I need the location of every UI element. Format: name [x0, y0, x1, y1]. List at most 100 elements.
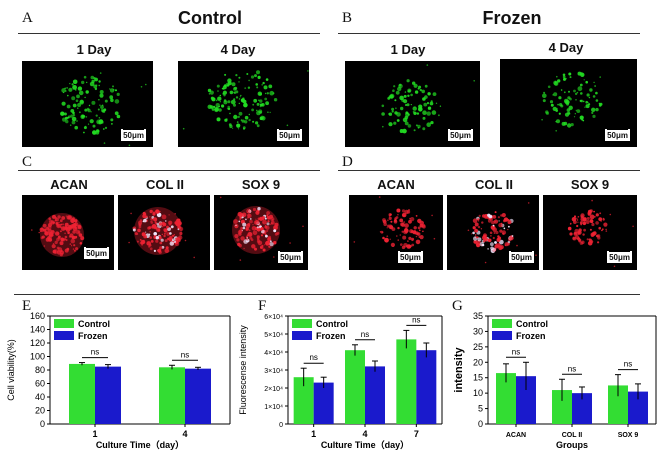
x-tick-label: 4	[362, 429, 367, 439]
y-tick-label: 25	[473, 342, 483, 352]
significance-label: ns	[568, 364, 576, 373]
y-tick-label: 0	[279, 422, 283, 429]
panel-d-col2-label: COL II	[474, 177, 514, 192]
charts-rule	[14, 294, 640, 295]
scale-label: 50μm	[607, 131, 628, 140]
scale-bar: 50μm	[604, 128, 631, 142]
legend-label-control: Control	[516, 319, 548, 329]
panel-letter-e: E	[22, 298, 32, 314]
fluorescence-intensity-chart: 0 1×10⁴ 2×10⁴ 3×10⁴ 4×10⁴ 5×10⁴ 6×10⁴ ns 1 ns 4 ns 7…	[236, 296, 446, 461]
y-tick-label: 35	[473, 311, 483, 321]
scale-label: 50μm	[280, 253, 301, 262]
x-tick-label: 4	[182, 429, 187, 439]
scale-bar: 50μm	[606, 250, 633, 264]
bar-frozen	[572, 393, 592, 424]
scale-label: 50μm	[123, 131, 144, 140]
significance-label: ns	[361, 330, 369, 339]
y-axis-label: intensity	[453, 347, 465, 393]
panel-letter-g: G	[452, 298, 463, 314]
panel-a-rule	[18, 33, 320, 34]
y-tick-label: 6×10⁴	[264, 314, 283, 321]
panel-c-col2-label: COL II	[145, 177, 185, 192]
bar-frozen	[185, 368, 211, 424]
x-tick-label: ACAN	[506, 432, 526, 439]
bar-control	[496, 373, 516, 424]
scale-line	[123, 128, 144, 130]
bar-control	[396, 339, 417, 424]
bar-frozen	[95, 366, 121, 424]
frozen-day1-micrograph: 50μm	[345, 61, 480, 147]
y-tick-label: 140	[30, 325, 45, 335]
bar-control	[69, 363, 95, 424]
bar-frozen	[313, 382, 334, 424]
scale-line	[279, 128, 300, 130]
legend-label-frozen: Frozen	[316, 331, 346, 341]
scale-bar: 50μm	[83, 246, 110, 260]
y-tick-label: 0	[40, 419, 45, 429]
y-axis-label: Fluorescense intensity	[238, 325, 248, 415]
panel-letter-f: F	[258, 298, 267, 314]
scale-bar: 50μm	[397, 250, 424, 264]
y-axis-label: Cell viability(%)	[6, 339, 16, 401]
scale-label: 50μm	[86, 249, 107, 258]
bar-control	[293, 377, 314, 424]
bar-control	[345, 350, 365, 424]
scale-label: 50μm	[400, 253, 421, 262]
legend-swatch-frozen	[54, 331, 74, 340]
y-tick-label: 30	[473, 326, 483, 336]
panel-letter-a: A	[22, 10, 33, 26]
y-tick-label: 20	[473, 357, 483, 367]
y-tick-label: 5	[478, 404, 483, 414]
bar-frozen	[516, 376, 536, 424]
legend-label-control: Control	[316, 319, 348, 329]
scale-line	[86, 246, 107, 248]
significance-label: ns	[181, 350, 189, 359]
y-tick-label: 120	[30, 338, 45, 348]
y-tick-label: 4×10⁴	[264, 350, 283, 357]
panel-a-day4-label: 4 Day	[220, 42, 256, 57]
x-tick-label: 1	[92, 429, 97, 439]
significance-label: ns	[624, 360, 632, 369]
panel-d-acan-label: ACAN	[377, 177, 415, 192]
control-col2-micrograph	[118, 195, 210, 270]
frozen-col2-micrograph: 50μm	[447, 195, 539, 270]
significance-label: ns	[309, 353, 317, 362]
legend-label-control: Control	[78, 319, 110, 329]
scale-label: 50μm	[609, 253, 630, 262]
bar-control	[159, 367, 185, 424]
scale-bar: 50μm	[508, 250, 535, 264]
bar-control	[608, 385, 628, 424]
y-tick-label: 0	[478, 419, 483, 429]
panel-c-rule	[18, 170, 320, 171]
y-tick-label: 2×10⁴	[264, 386, 283, 393]
x-axis-label: Groups	[556, 440, 588, 450]
x-tick-label: 1	[311, 429, 316, 439]
bar-frozen	[628, 391, 648, 424]
x-tick-label: COL II	[562, 432, 583, 439]
scale-line	[511, 250, 532, 252]
frozen-title: Frozen	[482, 8, 542, 28]
x-axis-label: Culture Time（day）	[321, 440, 409, 450]
bar-control	[552, 390, 572, 424]
scale-line	[450, 128, 471, 130]
scale-bar: 50μm	[277, 250, 304, 264]
scale-line	[400, 250, 421, 252]
control-day1-micrograph: 50μm	[22, 61, 153, 147]
x-tick-label: 7	[414, 429, 419, 439]
control-acan-micrograph: 50μm	[22, 195, 114, 270]
panel-b-rule	[338, 33, 640, 34]
scale-bar: 50μm	[447, 128, 474, 142]
scale-label: 50μm	[450, 131, 471, 140]
x-tick-label: SOX 9	[618, 432, 639, 439]
panel-a-day1-label: 1 Day	[76, 42, 112, 57]
y-tick-label: 20	[35, 406, 45, 416]
y-tick-label: 40	[35, 392, 45, 402]
marker-intensity-chart: 0 5 10 15 20 25 30 35 ns ACAN ns COL II ns SOX 9 Contr…	[448, 296, 664, 461]
y-tick-label: 60	[35, 379, 45, 389]
panel-d-sox9-label: SOX 9	[570, 177, 610, 192]
bar-frozen	[416, 350, 437, 424]
frozen-acan-micrograph: 50μm	[349, 195, 443, 270]
scale-bar: 50μm	[276, 128, 303, 142]
panel-c-sox9-label: SOX 9	[241, 177, 281, 192]
legend-swatch-control	[54, 319, 74, 328]
